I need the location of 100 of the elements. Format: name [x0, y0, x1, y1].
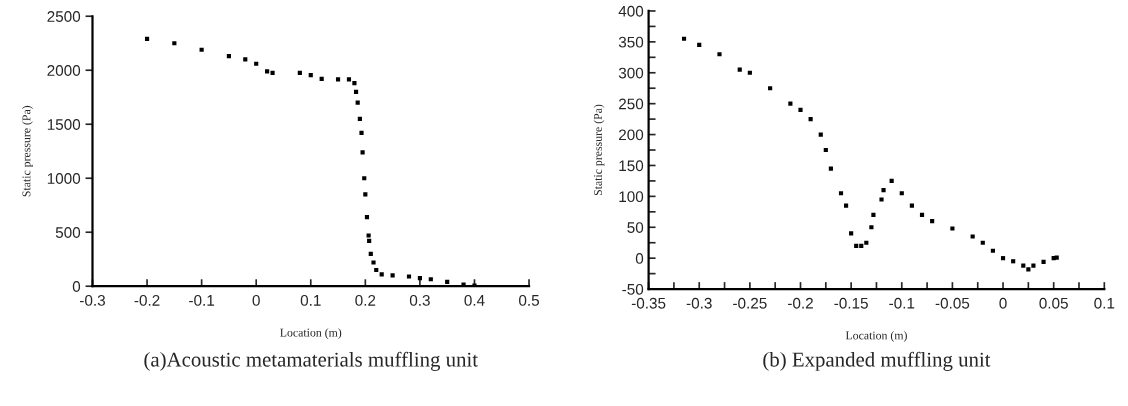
- x-tick-label: -0.1: [889, 297, 915, 309]
- point: [854, 243, 859, 248]
- point: [747, 70, 752, 75]
- point: [417, 276, 422, 281]
- point: [864, 240, 869, 245]
- point: [353, 89, 359, 94]
- point: [172, 41, 177, 46]
- point: [1000, 256, 1006, 261]
- point: [308, 73, 313, 78]
- x-axis-title: Location (m): [845, 331, 907, 342]
- point: [889, 178, 894, 183]
- point: [849, 231, 854, 236]
- y-axis-title: Static pressure (Pa): [22, 105, 33, 197]
- point: [144, 36, 150, 41]
- point: [843, 203, 849, 208]
- point: [254, 61, 259, 66]
- point: [871, 212, 876, 217]
- x-tick-label: 0.05: [1039, 297, 1068, 309]
- y-tick-label: 350: [618, 36, 644, 48]
- point: [788, 101, 793, 106]
- point: [406, 274, 412, 279]
- text: (b) Expanded muffling unit: [763, 351, 991, 371]
- point: [768, 86, 773, 91]
- y-tick-label: 0: [72, 281, 81, 292]
- y-tick-label: 2000: [47, 65, 81, 76]
- point: [970, 234, 975, 239]
- point: [243, 57, 248, 62]
- x-tick-label: -0.3: [686, 297, 712, 309]
- point: [367, 238, 372, 243]
- point: [1031, 263, 1036, 268]
- point: [818, 132, 823, 137]
- point: [697, 42, 702, 48]
- point: [366, 233, 371, 238]
- x-tick-label: -0.35: [631, 297, 666, 309]
- point: [1021, 263, 1026, 268]
- point: [379, 272, 384, 277]
- point: [899, 191, 904, 196]
- point: [1041, 259, 1046, 264]
- point: [823, 147, 828, 153]
- point: [859, 243, 864, 248]
- point: [879, 197, 884, 202]
- point: [363, 192, 368, 197]
- point: [445, 279, 450, 284]
- x-tick-label: 0: [999, 297, 1007, 309]
- text: (a)Acoustic metamaterials muffling unit: [144, 351, 478, 371]
- y-tick-label: 2500: [47, 11, 81, 22]
- point: [355, 100, 360, 105]
- point: [371, 260, 376, 265]
- point: [368, 251, 373, 256]
- point: [828, 166, 833, 171]
- y-tick-label: 1000: [47, 173, 81, 184]
- point: [869, 225, 874, 230]
- point: [930, 219, 935, 224]
- point: [335, 77, 341, 82]
- point: [681, 36, 687, 41]
- y-tick-label: 50: [627, 222, 644, 233]
- x-tick-label: 0.5: [519, 294, 540, 306]
- point: [390, 273, 395, 278]
- point: [909, 203, 914, 208]
- x-tick-label: -0.3: [80, 294, 105, 306]
- point: [346, 77, 352, 82]
- point: [428, 277, 433, 282]
- point: [717, 52, 722, 57]
- point: [364, 215, 370, 220]
- point: [297, 70, 302, 76]
- y-tick-label: 0: [635, 253, 644, 264]
- point: [980, 240, 985, 245]
- point: [838, 191, 844, 196]
- point: [226, 54, 231, 59]
- point: [357, 116, 362, 121]
- x-tick-label: 0.3: [409, 294, 430, 306]
- point: [374, 267, 379, 273]
- x-tick-label: -0.15: [834, 297, 868, 309]
- point: [270, 70, 275, 76]
- point: [265, 69, 270, 74]
- point: [359, 130, 364, 135]
- y-tick-label: 150: [619, 160, 644, 172]
- x-tick-label: -0.25: [733, 297, 767, 309]
- x-tick-label: 0.1: [300, 294, 321, 306]
- x-tick-label: -0.2: [134, 294, 160, 306]
- point: [360, 150, 365, 155]
- point: [798, 107, 803, 112]
- point: [199, 47, 204, 52]
- x-tick-label: 0.2: [355, 294, 376, 306]
- x-tick-label: 0.4: [464, 294, 485, 306]
- x-tick-label: -0.1: [189, 294, 215, 306]
- y-tick-label: 1500: [47, 119, 81, 130]
- point: [808, 117, 813, 122]
- x-tick-label: 0: [252, 294, 260, 306]
- x-tick-label: -0.2: [788, 297, 813, 309]
- point: [737, 67, 742, 72]
- point: [919, 212, 925, 217]
- y-tick-label: 400: [618, 5, 644, 17]
- point: [1026, 267, 1031, 272]
- point: [990, 248, 995, 253]
- y-tick-label: 250: [619, 98, 644, 110]
- x-tick-label: 0.1: [1094, 297, 1115, 309]
- x-tick-label: -0.05: [935, 297, 970, 309]
- point: [881, 188, 886, 193]
- x-axis-title: Location (m): [280, 328, 342, 339]
